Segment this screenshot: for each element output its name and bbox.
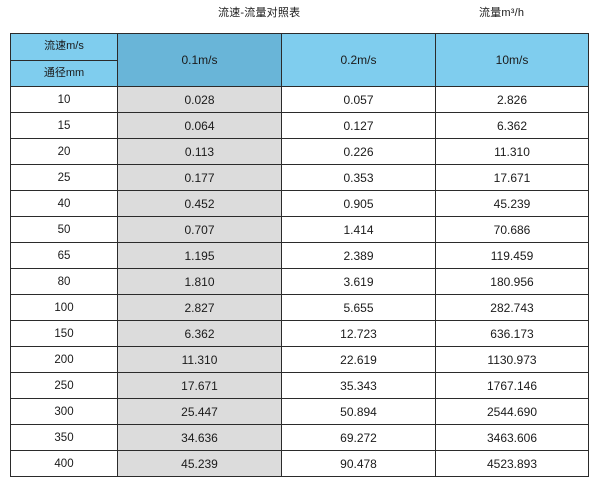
cell-flow-value: 0.057	[281, 86, 436, 113]
cell-nominal-diameter: 15	[10, 112, 118, 139]
cell-flow-value: 0.177	[117, 164, 282, 191]
table-row: 20 0.113 0.226 11.310	[10, 138, 589, 165]
cell-nominal-diameter: 100	[10, 294, 118, 321]
caption-strip: 流速-流量对照表 流量m³/h	[0, 0, 600, 30]
cell-flow-value: 1.810	[117, 268, 282, 295]
cell-flow-value: 3.619	[281, 268, 436, 295]
cell-flow-value: 3463.606	[435, 424, 589, 451]
cell-flow-value: 45.239	[435, 190, 589, 217]
cell-flow-value: 22.619	[281, 346, 436, 373]
table-row: 250 17.671 35.343 1767.146	[10, 372, 589, 399]
cell-flow-value: 69.272	[281, 424, 436, 451]
cell-flow-value: 1.414	[281, 216, 436, 243]
table-row: 100 2.827 5.655 282.743	[10, 294, 589, 321]
cell-flow-value: 12.723	[281, 320, 436, 347]
flow-rate-table: 流速m/s 通径mm 0.1m/s 0.2m/s 10m/s 10 0.028 0.…	[10, 33, 589, 477]
corner-velocity-label: 流速m/s	[11, 34, 117, 61]
cell-flow-value: 50.894	[281, 398, 436, 425]
table-row: 150 6.362 12.723 636.173	[10, 320, 589, 347]
cell-nominal-diameter: 200	[10, 346, 118, 373]
cell-flow-value: 70.686	[435, 216, 589, 243]
cell-flow-value: 0.127	[281, 112, 436, 139]
cell-flow-value: 1767.146	[435, 372, 589, 399]
cell-nominal-diameter: 400	[10, 450, 118, 477]
cell-flow-value: 1130.973	[435, 346, 589, 373]
cell-nominal-diameter: 300	[10, 398, 118, 425]
cell-flow-value: 2.827	[117, 294, 282, 321]
column-header-velocity-2[interactable]: 0.2m/s	[281, 33, 436, 87]
table-row: 65 1.195 2.389 119.459	[10, 242, 589, 269]
cell-nominal-diameter: 50	[10, 216, 118, 243]
table-row: 10 0.028 0.057 2.826	[10, 86, 589, 113]
cell-nominal-diameter: 40	[10, 190, 118, 217]
cell-flow-value: 17.671	[117, 372, 282, 399]
cell-flow-value: 45.239	[117, 450, 282, 477]
cell-nominal-diameter: 250	[10, 372, 118, 399]
cell-flow-value: 25.447	[117, 398, 282, 425]
chart-title: 流速-流量对照表	[218, 7, 301, 19]
cell-flow-value: 0.905	[281, 190, 436, 217]
table-body: 10 0.028 0.057 2.826 15 0.064 0.127 6.362 20 0.11…	[10, 86, 589, 477]
cell-flow-value: 11.310	[435, 138, 589, 165]
table-row: 15 0.064 0.127 6.362	[10, 112, 589, 139]
cell-flow-value: 34.636	[117, 424, 282, 451]
unit-label: 流量m³/h	[479, 7, 525, 19]
column-header-velocity-3[interactable]: 10m/s	[435, 33, 589, 87]
table-row: 400 45.239 90.478 4523.893	[10, 450, 589, 477]
cell-flow-value: 0.707	[117, 216, 282, 243]
cell-flow-value: 0.353	[281, 164, 436, 191]
cell-flow-value: 180.956	[435, 268, 589, 295]
header-row: 流速m/s 通径mm 0.1m/s 0.2m/s 10m/s	[10, 33, 589, 87]
table-row: 80 1.810 3.619 180.956	[10, 268, 589, 295]
cell-flow-value: 0.064	[117, 112, 282, 139]
table-row: 50 0.707 1.414 70.686	[10, 216, 589, 243]
header-corner-cell: 流速m/s 通径mm	[10, 33, 118, 87]
cell-nominal-diameter: 80	[10, 268, 118, 295]
table-row: 350 34.636 69.272 3463.606	[10, 424, 589, 451]
cell-nominal-diameter: 10	[10, 86, 118, 113]
cell-flow-value: 35.343	[281, 372, 436, 399]
table-header: 流速m/s 通径mm 0.1m/s 0.2m/s 10m/s	[10, 33, 589, 87]
cell-flow-value: 6.362	[435, 112, 589, 139]
table-row: 40 0.452 0.905 45.239	[10, 190, 589, 217]
cell-flow-value: 5.655	[281, 294, 436, 321]
cell-flow-value: 1.195	[117, 242, 282, 269]
cell-flow-value: 0.028	[117, 86, 282, 113]
table-row: 200 11.310 22.619 1130.973	[10, 346, 589, 373]
cell-flow-value: 6.362	[117, 320, 282, 347]
cell-flow-value: 4523.893	[435, 450, 589, 477]
cell-flow-value: 2.389	[281, 242, 436, 269]
cell-flow-value: 119.459	[435, 242, 589, 269]
cell-flow-value: 17.671	[435, 164, 589, 191]
cell-flow-value: 2544.690	[435, 398, 589, 425]
cell-nominal-diameter: 65	[10, 242, 118, 269]
corner-diameter-label: 通径mm	[43, 66, 85, 79]
column-header-velocity-1[interactable]: 0.1m/s	[117, 33, 282, 87]
cell-flow-value: 636.173	[435, 320, 589, 347]
cell-nominal-diameter: 25	[10, 164, 118, 191]
cell-flow-value: 2.826	[435, 86, 589, 113]
flow-table-container: 流速m/s 通径mm 0.1m/s 0.2m/s 10m/s 10 0.028 0.…	[10, 33, 589, 477]
table-row: 25 0.177 0.353 17.671	[10, 164, 589, 191]
cell-nominal-diameter: 150	[10, 320, 118, 347]
cell-flow-value: 0.113	[117, 138, 282, 165]
table-row: 300 25.447 50.894 2544.690	[10, 398, 589, 425]
cell-flow-value: 11.310	[117, 346, 282, 373]
cell-flow-value: 0.452	[117, 190, 282, 217]
cell-nominal-diameter: 350	[10, 424, 118, 451]
cell-nominal-diameter: 20	[10, 138, 118, 165]
cell-flow-value: 282.743	[435, 294, 589, 321]
cell-flow-value: 0.226	[281, 138, 436, 165]
cell-flow-value: 90.478	[281, 450, 436, 477]
